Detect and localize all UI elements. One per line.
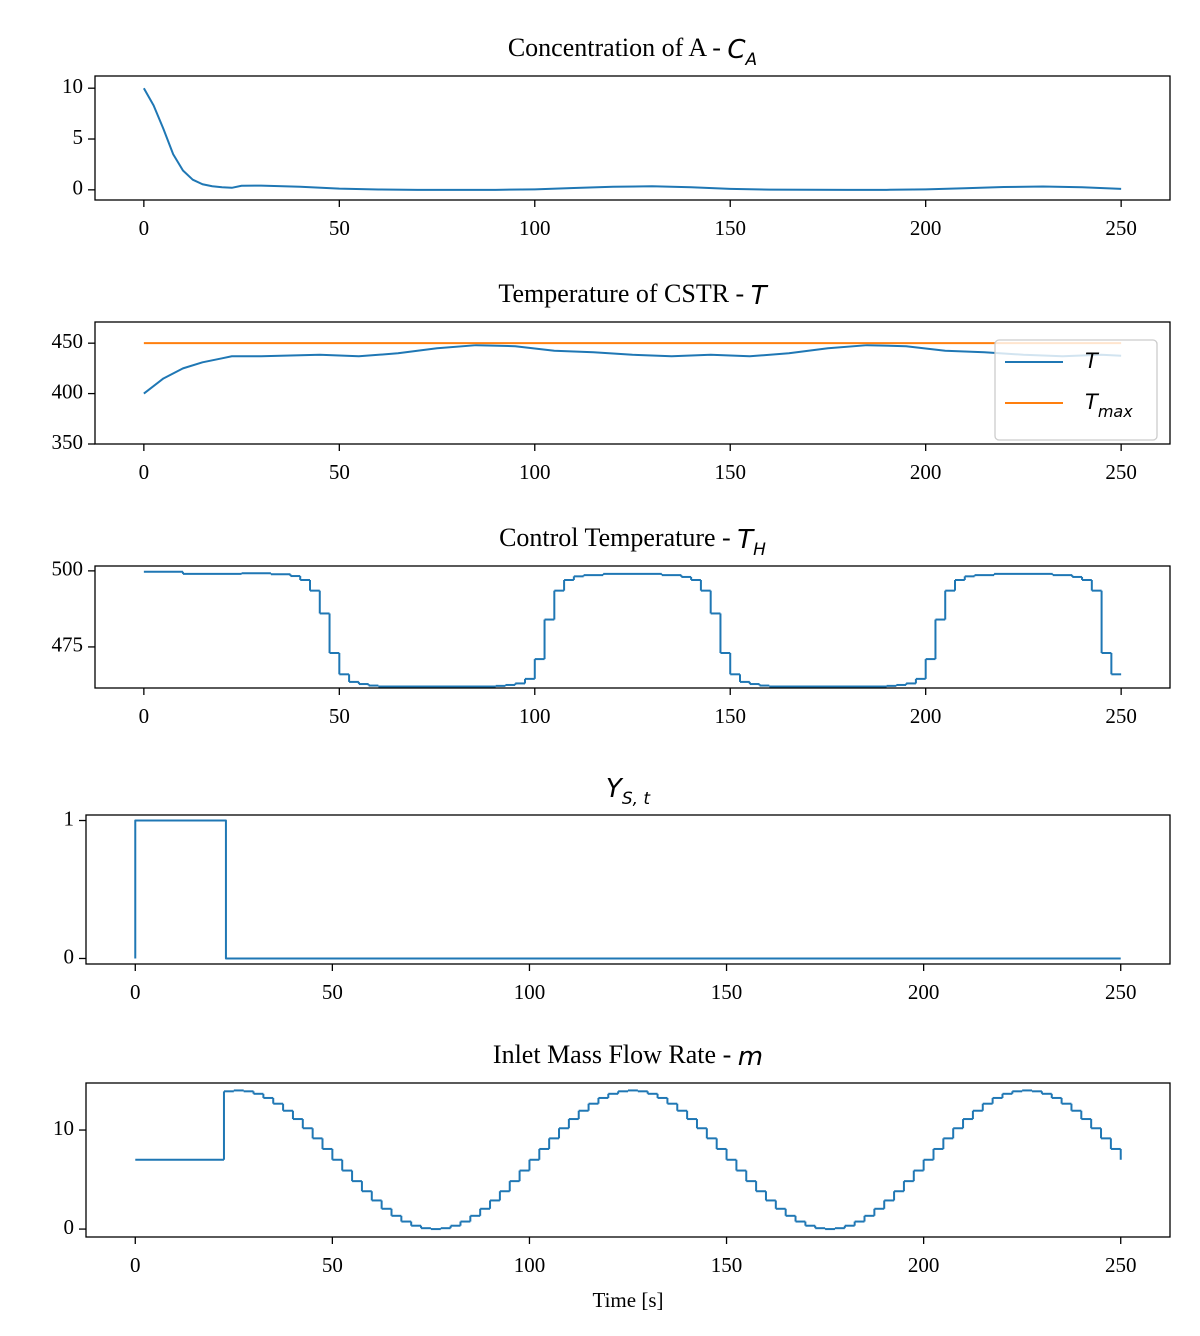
y-tick-label: 350: [52, 430, 84, 454]
math-symbol: T: [1085, 349, 1100, 373]
y-tick-label: 1: [64, 806, 75, 830]
y-tick-label: 10: [62, 74, 83, 98]
subplot-title: Concentration of A - CA: [508, 33, 757, 70]
math-symbol: C: [727, 35, 746, 65]
x-tick-label: 100: [519, 216, 551, 240]
axes-frame: [85, 1082, 1171, 1238]
x-tick-label: 100: [519, 460, 551, 484]
x-tick-label: 250: [1105, 216, 1137, 240]
subplot-title: Inlet Mass Flow Rate - m: [493, 1040, 763, 1072]
y-tick-label: 500: [52, 557, 84, 581]
x-tick-label: 200: [908, 1253, 940, 1277]
y-tick-label: 0: [73, 176, 84, 200]
x-tick-label: 0: [139, 704, 150, 728]
math-symbol: T: [1085, 390, 1100, 414]
x-tick-label: 0: [139, 460, 150, 484]
y-tick-label: 450: [52, 329, 84, 353]
x-tick-label: 100: [514, 1253, 546, 1277]
x-tick-label: 200: [908, 980, 940, 1004]
axes-frame: [94, 321, 1171, 445]
line: [134, 819, 1121, 960]
x-tick-label: 100: [514, 980, 546, 1004]
title-text: Control Temperature -: [499, 523, 731, 552]
x-tick-label: 50: [329, 216, 350, 240]
title-text: Concentration of A -: [508, 33, 721, 62]
x-tick-label: 50: [322, 980, 343, 1004]
subplot-title: Temperature of CSTR - T: [498, 279, 768, 311]
x-tick-label: 250: [1105, 460, 1137, 484]
math-subscript: A: [745, 50, 758, 70]
subplot-title: Control Temperature - TH: [499, 523, 766, 560]
x-tick-label: 200: [910, 704, 942, 728]
x-tick-label: 50: [329, 704, 350, 728]
line: [142, 87, 1122, 191]
x-tick-label: 150: [714, 460, 746, 484]
axes-frame: [94, 75, 1171, 201]
math-symbol: m: [738, 1042, 763, 1072]
x-tick-label: 50: [322, 1253, 343, 1277]
y-tick-label: 0: [64, 1215, 75, 1239]
legend-box: [994, 339, 1158, 441]
line: [143, 344, 1122, 395]
y-tick-label: 5: [73, 125, 84, 149]
math-subscript: H: [753, 540, 766, 560]
x-tick-label: 0: [130, 980, 141, 1004]
x-tick-label: 50: [329, 460, 350, 484]
x-tick-label: 150: [714, 704, 746, 728]
math-symbol: T: [751, 281, 769, 311]
axes-frame: [85, 814, 1171, 965]
x-tick-label: 250: [1105, 1253, 1137, 1277]
legend-label: Tmax: [1085, 390, 1133, 421]
math-subscript: max: [1098, 402, 1133, 421]
x-tick-label: 200: [910, 216, 942, 240]
math-symbol: T: [737, 525, 755, 555]
x-tick-label: 150: [711, 980, 743, 1004]
x-tick-label: 150: [711, 1253, 743, 1277]
x-tick-label: 250: [1105, 980, 1137, 1004]
y-tick-label: 0: [64, 944, 75, 968]
x-tick-label: 150: [714, 216, 746, 240]
y-tick-label: 10: [53, 1116, 74, 1140]
title-text: Temperature of CSTR -: [498, 279, 744, 308]
math-symbol: Y: [606, 774, 624, 804]
x-tick-label: 0: [130, 1253, 141, 1277]
math-subscript: S, t: [622, 789, 652, 809]
legend-label: T: [1085, 349, 1100, 373]
y-tick-label: 475: [52, 633, 84, 657]
x-tick-label: 250: [1105, 704, 1137, 728]
axes-frame: [94, 565, 1171, 689]
y-tick-label: 400: [52, 379, 84, 403]
x-axis-label: Time [s]: [593, 1288, 664, 1312]
x-tick-label: 0: [139, 216, 150, 240]
x-tick-label: 200: [910, 460, 942, 484]
subplot-title: YS, t: [606, 774, 651, 810]
x-tick-label: 100: [519, 704, 551, 728]
title-text: Inlet Mass Flow Rate -: [493, 1040, 731, 1069]
